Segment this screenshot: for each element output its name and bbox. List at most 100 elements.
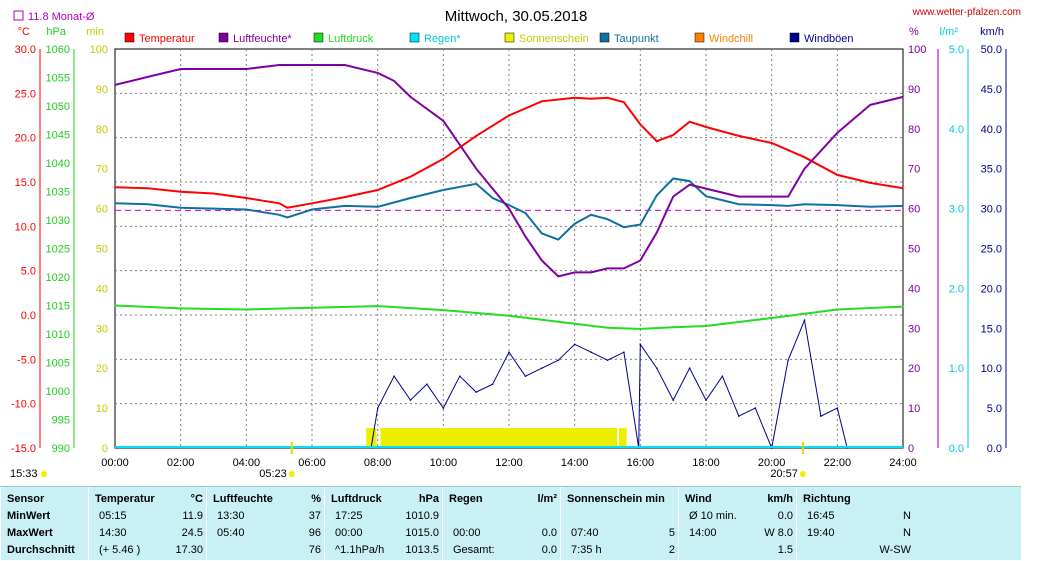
site-link[interactable]: www.wetter-pfalzen.com xyxy=(912,7,1021,18)
stats-header-rain: Regen l/m² xyxy=(443,493,557,510)
legend-label: Luftfeuchte* xyxy=(233,33,292,45)
data-point xyxy=(639,259,642,262)
hum-tick-label: 50 xyxy=(908,244,920,256)
x-tick-label: 16:00 xyxy=(627,457,655,469)
row-value: 0.0 xyxy=(541,544,557,556)
wind-tick-label: 5.0 xyxy=(987,403,1002,415)
stats-header-hum: Luftfeuchte% xyxy=(207,493,321,510)
stats-row-dir: 19:40 N xyxy=(797,527,911,544)
row-time: 00:00 xyxy=(453,527,481,539)
data-point xyxy=(426,383,428,386)
stats-header-sun: Sonnenschein min xyxy=(561,493,675,510)
stats-header-pres: Luftdruck hPa xyxy=(325,493,439,510)
data-point xyxy=(179,206,182,209)
pres-tick-label: 1060 xyxy=(46,44,70,56)
data-point xyxy=(902,305,904,308)
data-point xyxy=(738,415,740,417)
stats-col-sun: Sonnenschein min 07:40 5 7:35 h 2 xyxy=(560,487,679,560)
stats-header-dir: Richtung xyxy=(797,493,911,510)
data-point xyxy=(541,232,543,235)
pres-unit: hPa xyxy=(46,26,66,38)
header-label: Sonnenschein min xyxy=(567,493,665,505)
row-time: 19:40 xyxy=(807,527,835,539)
row-time: 7:35 h xyxy=(571,544,602,556)
stats-row-sun: 07:40 5 xyxy=(561,527,675,544)
data-point xyxy=(508,351,510,354)
data-point xyxy=(902,187,904,189)
data-point xyxy=(557,359,560,362)
wind-tick-label: 10.0 xyxy=(981,363,1002,375)
plot-area xyxy=(114,48,904,449)
data-point xyxy=(590,214,592,216)
stats-row-sensor: MaxWert xyxy=(1,527,85,544)
hum-tick-label: 100 xyxy=(908,44,926,56)
x-tick-label: 24:00 xyxy=(889,457,917,469)
min-tick-label: 90 xyxy=(96,84,108,96)
wind-tick-label: 0.0 xyxy=(987,443,1002,455)
data-point xyxy=(475,135,478,137)
row-time: Ø 10 min. xyxy=(689,510,737,522)
header-label: Richtung xyxy=(803,493,851,505)
data-point xyxy=(245,308,248,311)
pres-tick-label: 1050 xyxy=(46,101,70,113)
data-point xyxy=(705,325,707,327)
legend-label: Windchill xyxy=(709,33,753,45)
data-point xyxy=(376,72,379,74)
data-point xyxy=(820,415,822,417)
data-point xyxy=(606,97,609,99)
data-point xyxy=(623,226,625,228)
data-point xyxy=(656,140,658,142)
data-point xyxy=(459,144,461,146)
stats-row-wind: 14:00 W 8.0 xyxy=(679,527,793,544)
data-point xyxy=(557,238,560,241)
data-point xyxy=(869,206,871,208)
min-tick-label: 70 xyxy=(96,164,108,176)
header-label: Wind xyxy=(685,493,712,505)
hum-tick-label: 30 xyxy=(908,323,920,335)
stats-row-dir: W-SW xyxy=(797,544,911,561)
data-point xyxy=(836,308,839,311)
wind-tick-label: 40.0 xyxy=(981,124,1002,136)
row-value: 11.9 xyxy=(182,510,203,522)
row-value: 96 xyxy=(308,527,321,539)
axes-layer: 30.0 25.0 20.0 15.0 10.0 5.0 0.0 -5.0 -10.0 -15.0… xyxy=(10,26,1007,480)
data-point xyxy=(672,326,674,329)
row-time: 13:30 xyxy=(217,510,245,522)
series-line-temperatur xyxy=(114,96,904,209)
data-point xyxy=(147,203,149,205)
data-point xyxy=(623,267,625,270)
legend: Temperatur Luftfeuchte* Luftdruck Regen* Son… xyxy=(124,32,854,45)
data-point xyxy=(623,101,625,103)
temp-tick-label: 30.0 xyxy=(15,44,36,56)
min-tick-label: 60 xyxy=(96,204,108,216)
data-point xyxy=(179,307,182,310)
data-point xyxy=(212,192,215,195)
min-tick-label: 50 xyxy=(96,244,108,256)
stats-row-pres: ^1.1hPa/h 1013.5 xyxy=(325,544,439,561)
hum-tick-label: 10 xyxy=(908,403,920,415)
data-point xyxy=(803,156,806,158)
data-point xyxy=(885,100,888,102)
wind-tick-label: 25.0 xyxy=(981,244,1002,256)
stats-col-hum: Luftfeuchte% 13:30 37 05:40 96 76 xyxy=(206,487,325,560)
row-value: W-SW xyxy=(879,544,911,556)
data-point xyxy=(606,326,609,329)
data-point xyxy=(672,399,674,401)
data-point xyxy=(803,319,806,322)
data-point xyxy=(442,158,445,160)
pres-tick-label: 1020 xyxy=(46,272,70,284)
data-point xyxy=(311,208,313,211)
data-point xyxy=(409,399,412,401)
data-point xyxy=(286,206,289,209)
pres-tick-label: 1010 xyxy=(46,329,70,341)
hum-unit: % xyxy=(909,26,919,38)
header-unit: l/m² xyxy=(537,493,557,505)
temp-tick-label: 20.0 xyxy=(15,133,36,145)
data-point xyxy=(245,197,248,199)
row-value: 1.5 xyxy=(777,544,793,556)
data-point xyxy=(738,203,740,205)
header-label: Sensor xyxy=(7,493,45,505)
data-point xyxy=(672,134,674,136)
x-tick-label: 00:00 xyxy=(101,457,129,469)
data-point xyxy=(344,64,346,66)
